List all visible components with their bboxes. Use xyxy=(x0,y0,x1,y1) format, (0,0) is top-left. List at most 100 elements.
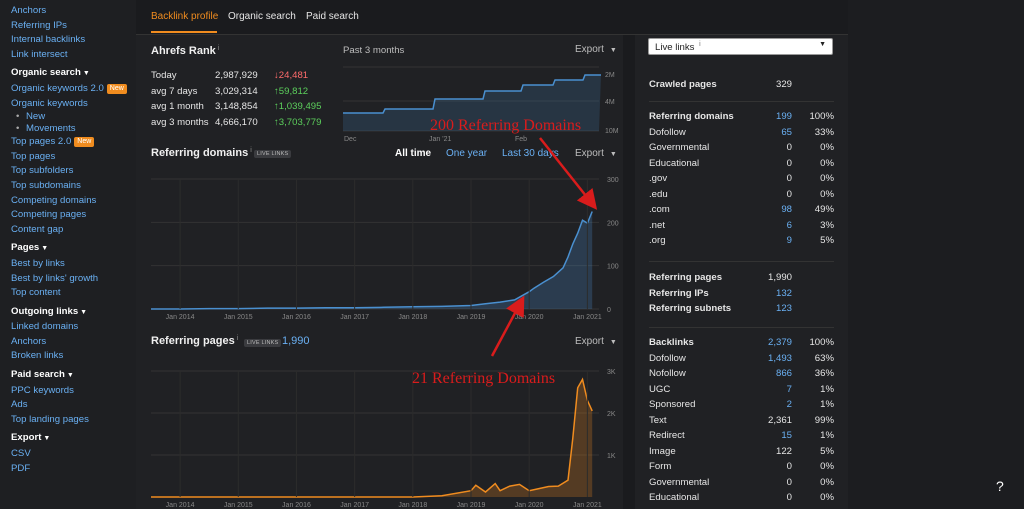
sidebar-heading-pages[interactable]: Pages ▼ xyxy=(11,241,136,257)
stat-percent: 1% xyxy=(820,430,834,441)
stat-label: .org xyxy=(649,235,666,246)
stat-value[interactable]: 15 xyxy=(781,430,792,441)
stat-value[interactable]: 65 xyxy=(781,126,792,138)
sidebar-heading-organic-search[interactable]: Organic search ▼ xyxy=(11,66,136,82)
stat-label: .gov xyxy=(649,173,668,184)
export-button[interactable]: Export ▼ xyxy=(575,336,617,347)
ahrefs-rank-title: Ahrefs Rank i xyxy=(151,45,220,57)
x-tick-label: Dec xyxy=(344,136,357,143)
rank-value: 2,987,929 xyxy=(215,70,258,81)
sidebar-item-top-pages[interactable]: Top pages xyxy=(11,150,136,165)
sidebar-item-label: New xyxy=(26,111,46,123)
stat-value[interactable]: 123 xyxy=(775,303,792,314)
rank-chart: Dec Jan '21 Feb 2M 4M 10M xyxy=(343,66,619,143)
stat-label: Educational xyxy=(649,492,700,503)
sidebar-item-internal-backlinks[interactable]: Internal backlinks xyxy=(11,33,136,48)
stat-value[interactable]: 199 xyxy=(775,111,792,122)
sidebar: Anchors Referring IPs Internal backlinks Li… xyxy=(0,0,136,509)
stat-value[interactable]: 9 xyxy=(786,235,792,246)
help-button[interactable]: ? xyxy=(996,478,1004,494)
stat-label: Text xyxy=(649,414,667,426)
sidebar-item-top-pages-2-0[interactable]: Top pages 2.0 New xyxy=(11,135,136,150)
sidebar-item-referring-ips[interactable]: Referring IPs xyxy=(11,19,136,34)
stat-label: Referring IPs xyxy=(649,287,709,299)
stats-panel: Crawled pages 329 Referring domains 199 100%… xyxy=(635,35,848,509)
tab-organic-search[interactable]: Organic search xyxy=(228,11,296,22)
referring-pages-chart: 1K 2K 3K Jan 2014 Jan 2015 Jan 2016 Jan 2017 Ja… xyxy=(151,369,616,509)
new-badge: New xyxy=(106,83,127,94)
sidebar-item-broken-links[interactable]: Broken links xyxy=(11,349,136,364)
stat-label: Educational xyxy=(649,157,700,169)
stat-percent: 0% xyxy=(820,188,834,200)
sidebar-item-csv[interactable]: CSV xyxy=(11,447,136,462)
stat-value[interactable]: 866 xyxy=(775,368,792,379)
sidebar-heading-export[interactable]: Export ▼ xyxy=(11,431,136,447)
stat-value[interactable]: 7 xyxy=(786,383,792,395)
sidebar-item-linked-domains[interactable]: Linked domains xyxy=(11,320,136,335)
info-icon[interactable]: i xyxy=(236,335,239,342)
chevron-down-icon: ▼ xyxy=(82,70,90,78)
sidebar-item-label: Internal backlinks xyxy=(11,34,86,46)
sidebar-heading-outgoing-links[interactable]: Outgoing links ▼ xyxy=(11,305,136,321)
x-tick-label: Jan 2021 xyxy=(573,502,602,509)
sidebar-item-anchors[interactable]: Anchors xyxy=(11,4,136,19)
tab-paid-search[interactable]: Paid search xyxy=(306,11,359,22)
info-icon[interactable]: i xyxy=(217,45,220,52)
live-links-select[interactable]: Live links i ▼ xyxy=(648,38,833,55)
stat-value[interactable]: 132 xyxy=(775,287,792,299)
sidebar-item-label: Movements xyxy=(26,123,76,135)
sidebar-item-label: Export xyxy=(11,432,42,444)
stat-value[interactable]: 2 xyxy=(786,399,792,410)
sidebar-item-best-by-links-growth[interactable]: Best by links' growth xyxy=(11,272,136,287)
sidebar-item-content-gap[interactable]: Content gap xyxy=(11,223,136,238)
stat-value[interactable]: 1,493 xyxy=(767,352,792,364)
stat-value[interactable]: 2,379 xyxy=(767,337,792,348)
rank-label: Today xyxy=(151,70,177,81)
referring-pages-count[interactable]: 1,990 xyxy=(282,335,310,347)
stat-row: Educational 0 0% xyxy=(649,492,834,506)
info-icon[interactable]: i xyxy=(250,147,252,154)
sidebar-item-ads[interactable]: Ads xyxy=(11,398,136,413)
sidebar-item-top-content[interactable]: Top content xyxy=(11,286,136,301)
sidebar-item-label: Top content xyxy=(11,287,61,299)
stat-value[interactable]: 98 xyxy=(781,204,792,215)
range-one-year[interactable]: One year xyxy=(446,148,488,159)
sidebar-item-competing-domains[interactable]: Competing domains xyxy=(11,194,136,209)
sidebar-item-pdf[interactable]: PDF xyxy=(11,462,136,477)
sidebar-item-label: Anchors xyxy=(11,335,47,347)
sidebar-item-ppc-keywords[interactable]: PPC keywords xyxy=(11,384,136,399)
sidebar-item-top-subdomains[interactable]: Top subdomains xyxy=(11,179,136,194)
export-button[interactable]: Export ▼ xyxy=(575,148,617,159)
sidebar-item-label: Top landing pages xyxy=(11,413,89,425)
sidebar-item-movements[interactable]: Movements xyxy=(11,123,136,135)
sidebar-item-organic-keywords[interactable]: Organic keywords xyxy=(11,97,136,112)
stat-percent: 100% xyxy=(809,337,834,348)
sidebar-heading-paid-search[interactable]: Paid search ▼ xyxy=(11,368,136,384)
sidebar-item-new[interactable]: New xyxy=(11,111,136,123)
sidebar-item-top-subfolders[interactable]: Top subfolders xyxy=(11,164,136,179)
stat-label: Governmental xyxy=(649,142,710,153)
y-tick-label: 300 xyxy=(607,177,619,184)
chevron-down-icon: ▼ xyxy=(41,245,49,253)
stat-value[interactable]: 6 xyxy=(786,219,792,231)
export-button[interactable]: Export ▼ xyxy=(575,44,617,55)
stat-percent: 0% xyxy=(820,142,834,153)
stat-percent: 0% xyxy=(820,476,834,488)
sidebar-item-best-by-links[interactable]: Best by links xyxy=(11,257,136,272)
period-label: Past 3 months xyxy=(343,45,405,56)
sidebar-item-link-intersect[interactable]: Link intersect xyxy=(11,48,136,63)
stat-percent: 0% xyxy=(820,461,834,472)
x-tick-label: Jan 2020 xyxy=(515,314,544,321)
referring-pages-title: Referring pages i xyxy=(151,335,239,347)
range-last-30-days[interactable]: Last 30 days xyxy=(502,148,559,159)
tab-backlink-profile[interactable]: Backlink profile xyxy=(151,11,219,22)
stat-row: Referring pages 1,990 xyxy=(649,272,834,286)
sidebar-item-organic-keywords-2-0[interactable]: Organic keywords 2.0 New xyxy=(11,82,136,97)
sidebar-item-anchors[interactable]: Anchors xyxy=(11,335,136,350)
sidebar-item-top-landing-pages[interactable]: Top landing pages xyxy=(11,413,136,428)
sidebar-item-competing-pages[interactable]: Competing pages xyxy=(11,208,136,223)
tab-bar: Backlink profile Organic search Paid sea… xyxy=(136,0,848,35)
stat-value: 122 xyxy=(775,445,792,457)
range-all-time[interactable]: All time xyxy=(395,148,432,159)
chevron-down-icon: ▼ xyxy=(609,47,617,54)
